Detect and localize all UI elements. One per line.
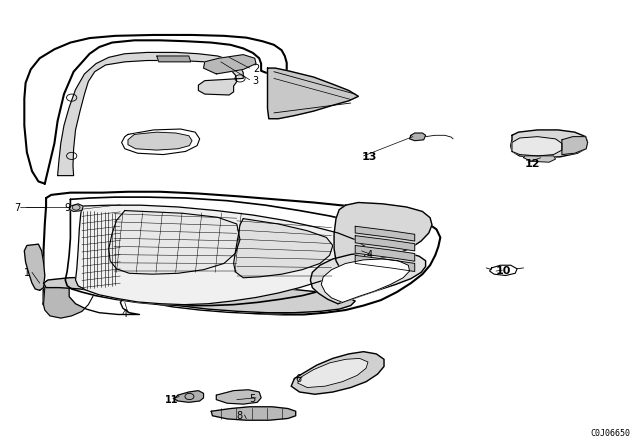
Polygon shape [157,56,191,62]
Polygon shape [44,277,355,313]
Polygon shape [44,192,440,314]
Polygon shape [355,226,415,241]
Polygon shape [24,244,45,290]
Polygon shape [128,132,192,150]
Text: 13: 13 [362,152,377,162]
Text: 5: 5 [250,394,256,404]
Text: 12: 12 [525,159,540,168]
Text: 8: 8 [237,411,243,421]
Polygon shape [511,130,588,158]
Polygon shape [321,259,410,302]
Text: 10: 10 [496,266,511,276]
Polygon shape [204,55,256,74]
Polygon shape [310,252,426,304]
Text: 1: 1 [24,268,31,278]
Text: 7: 7 [14,203,20,213]
Polygon shape [65,197,394,306]
Polygon shape [355,255,415,271]
Polygon shape [174,391,204,402]
Text: 11: 11 [165,395,179,405]
Text: C0J06650: C0J06650 [590,429,630,438]
Polygon shape [109,211,240,274]
Polygon shape [334,202,432,267]
Polygon shape [58,52,243,176]
Text: 9: 9 [64,203,70,213]
Text: 6: 6 [296,374,302,383]
Polygon shape [122,129,200,155]
Polygon shape [69,204,83,211]
Polygon shape [268,68,358,119]
Polygon shape [44,286,96,318]
Polygon shape [512,137,562,156]
Text: 3: 3 [253,76,259,86]
Polygon shape [24,35,287,184]
Polygon shape [234,219,333,278]
Polygon shape [410,133,426,141]
Text: 2: 2 [253,65,259,74]
Polygon shape [216,390,261,404]
Text: 4: 4 [122,309,128,319]
Polygon shape [524,156,556,162]
Polygon shape [355,236,415,251]
Polygon shape [211,407,296,420]
Polygon shape [355,246,415,261]
Polygon shape [76,205,366,305]
Polygon shape [298,358,368,388]
Text: 4: 4 [366,250,372,260]
Polygon shape [69,279,338,314]
Polygon shape [562,137,588,155]
Polygon shape [291,352,384,394]
Polygon shape [490,265,517,276]
